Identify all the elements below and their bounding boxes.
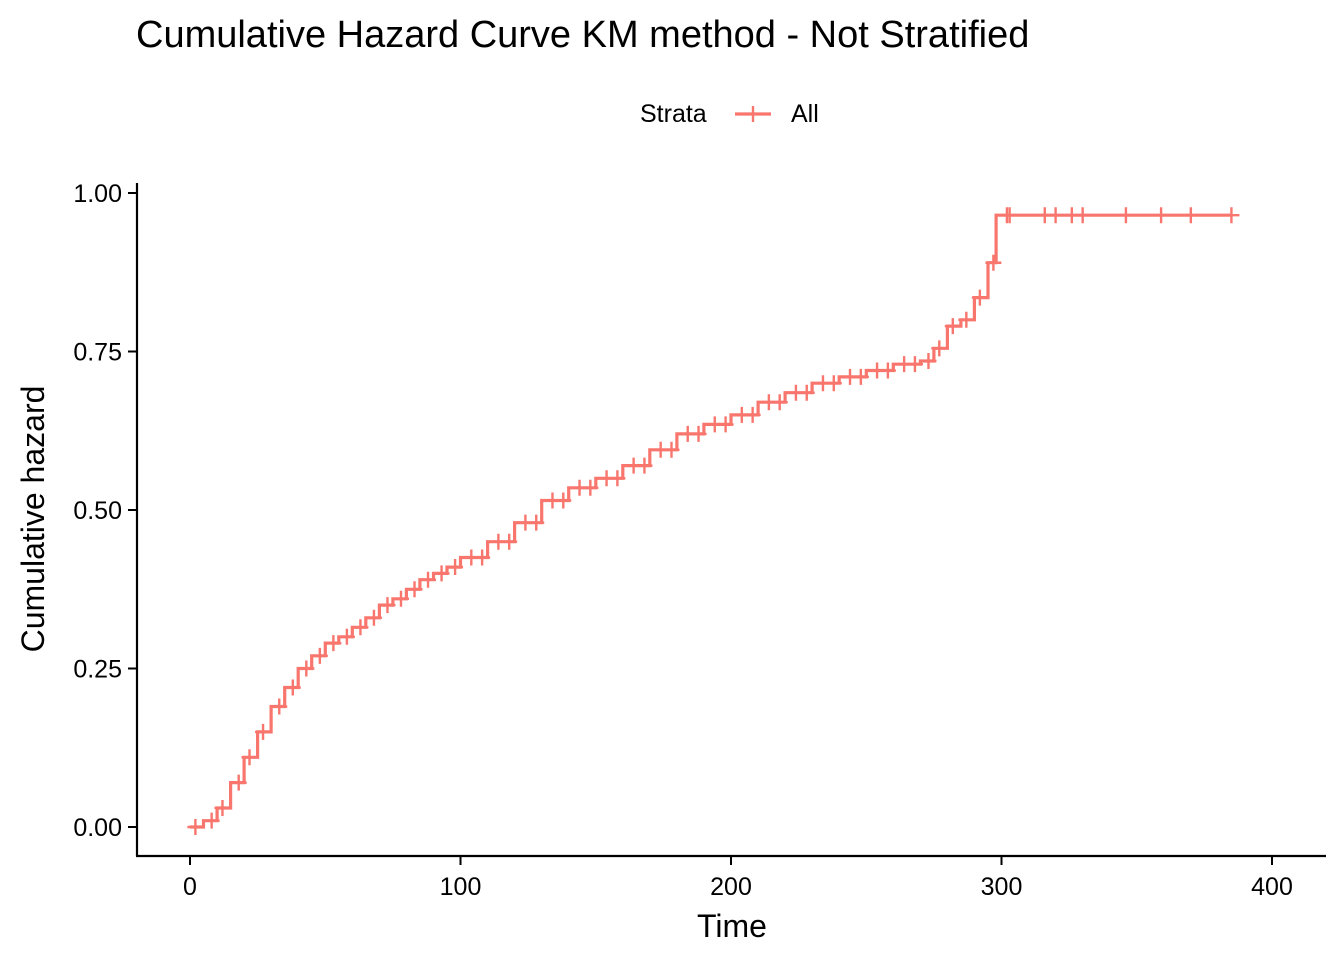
censor-mark-35 [663,441,680,458]
legend-title: Strata [640,100,707,128]
censor-mark-25 [528,514,545,531]
censor-mark-29 [582,479,599,496]
x-tick-label-1: 100 [440,873,482,901]
censor-mark-15 [392,590,409,607]
censor-mark-17 [420,571,437,588]
censor-mark-68 [1182,207,1199,224]
censor-mark-14 [379,597,396,614]
censor-marks [187,207,1240,835]
x-tick-label-3: 300 [981,873,1023,901]
legend-label-all: All [791,100,819,128]
censor-mark-51 [879,362,896,379]
axes: 0.00 0.25 0.50 0.75 1.00 0 100 200 300 400 [73,180,1326,901]
censor-mark-4 [241,749,258,766]
legend-key [735,106,771,122]
censor-mark-18 [433,565,450,582]
censor-mark-45 [798,384,815,401]
censor-mark-8 [298,660,315,677]
censor-mark-7 [284,679,301,696]
censor-mark-49 [852,368,869,385]
censor-mark-55 [931,340,948,357]
censor-mark-66 [1117,207,1134,224]
censor-mark-6 [271,698,288,715]
censor-mark-69 [1223,207,1240,224]
censor-mark-39 [717,416,734,433]
censor-mark-31 [609,470,626,487]
censor-mark-11 [338,628,355,645]
censor-mark-41 [744,406,761,423]
censor-mark-37 [690,425,707,442]
censor-mark-65 [1074,207,1091,224]
legend: Strata All [640,100,819,128]
censor-mark-1 [203,812,220,829]
x-axis-title: Time [697,908,767,944]
censor-mark-59 [985,254,1002,271]
censor-mark-2 [214,799,231,816]
y-tick-label-2: 0.50 [73,497,122,525]
censor-mark-0 [187,819,204,835]
censor-mark-47 [825,375,842,392]
y-tick-label-3: 0.75 [73,339,122,367]
censor-mark-10 [325,635,342,652]
censor-mark-23 [501,533,518,550]
censor-mark-43 [771,394,788,411]
censor-mark-67 [1153,207,1170,224]
chart-title: Cumulative Hazard Curve KM method - Not … [136,14,1029,56]
censor-mark-9 [311,647,328,664]
censor-mark-13 [365,609,382,626]
censor-mark-53 [906,356,923,373]
censor-mark-57 [958,311,975,328]
censor-mark-3 [230,774,247,791]
plot-area [187,207,1240,835]
series-line-all [190,213,1232,829]
censor-mark-5 [255,723,272,740]
x-tick-label-2: 200 [710,873,752,901]
y-tick-label-4: 1.00 [73,180,122,208]
censor-mark-12 [352,619,369,636]
censor-mark-33 [636,457,653,474]
x-tick-label-4: 400 [1251,873,1293,901]
censor-mark-61 [1001,207,1018,224]
censor-mark-21 [474,549,491,566]
censor-mark-27 [555,492,572,509]
y-axis-title: Cumulative hazard [15,386,51,653]
censor-mark-16 [406,581,423,598]
censor-mark-54 [920,353,937,370]
y-tick-label-0: 0.00 [73,814,122,842]
x-tick-label-0: 0 [183,873,197,901]
y-tick-label-1: 0.25 [73,656,122,684]
censor-mark-19 [447,559,464,576]
censor-mark-58 [971,289,988,306]
censor-mark-56 [944,318,961,335]
censor-mark-63 [1047,207,1064,224]
